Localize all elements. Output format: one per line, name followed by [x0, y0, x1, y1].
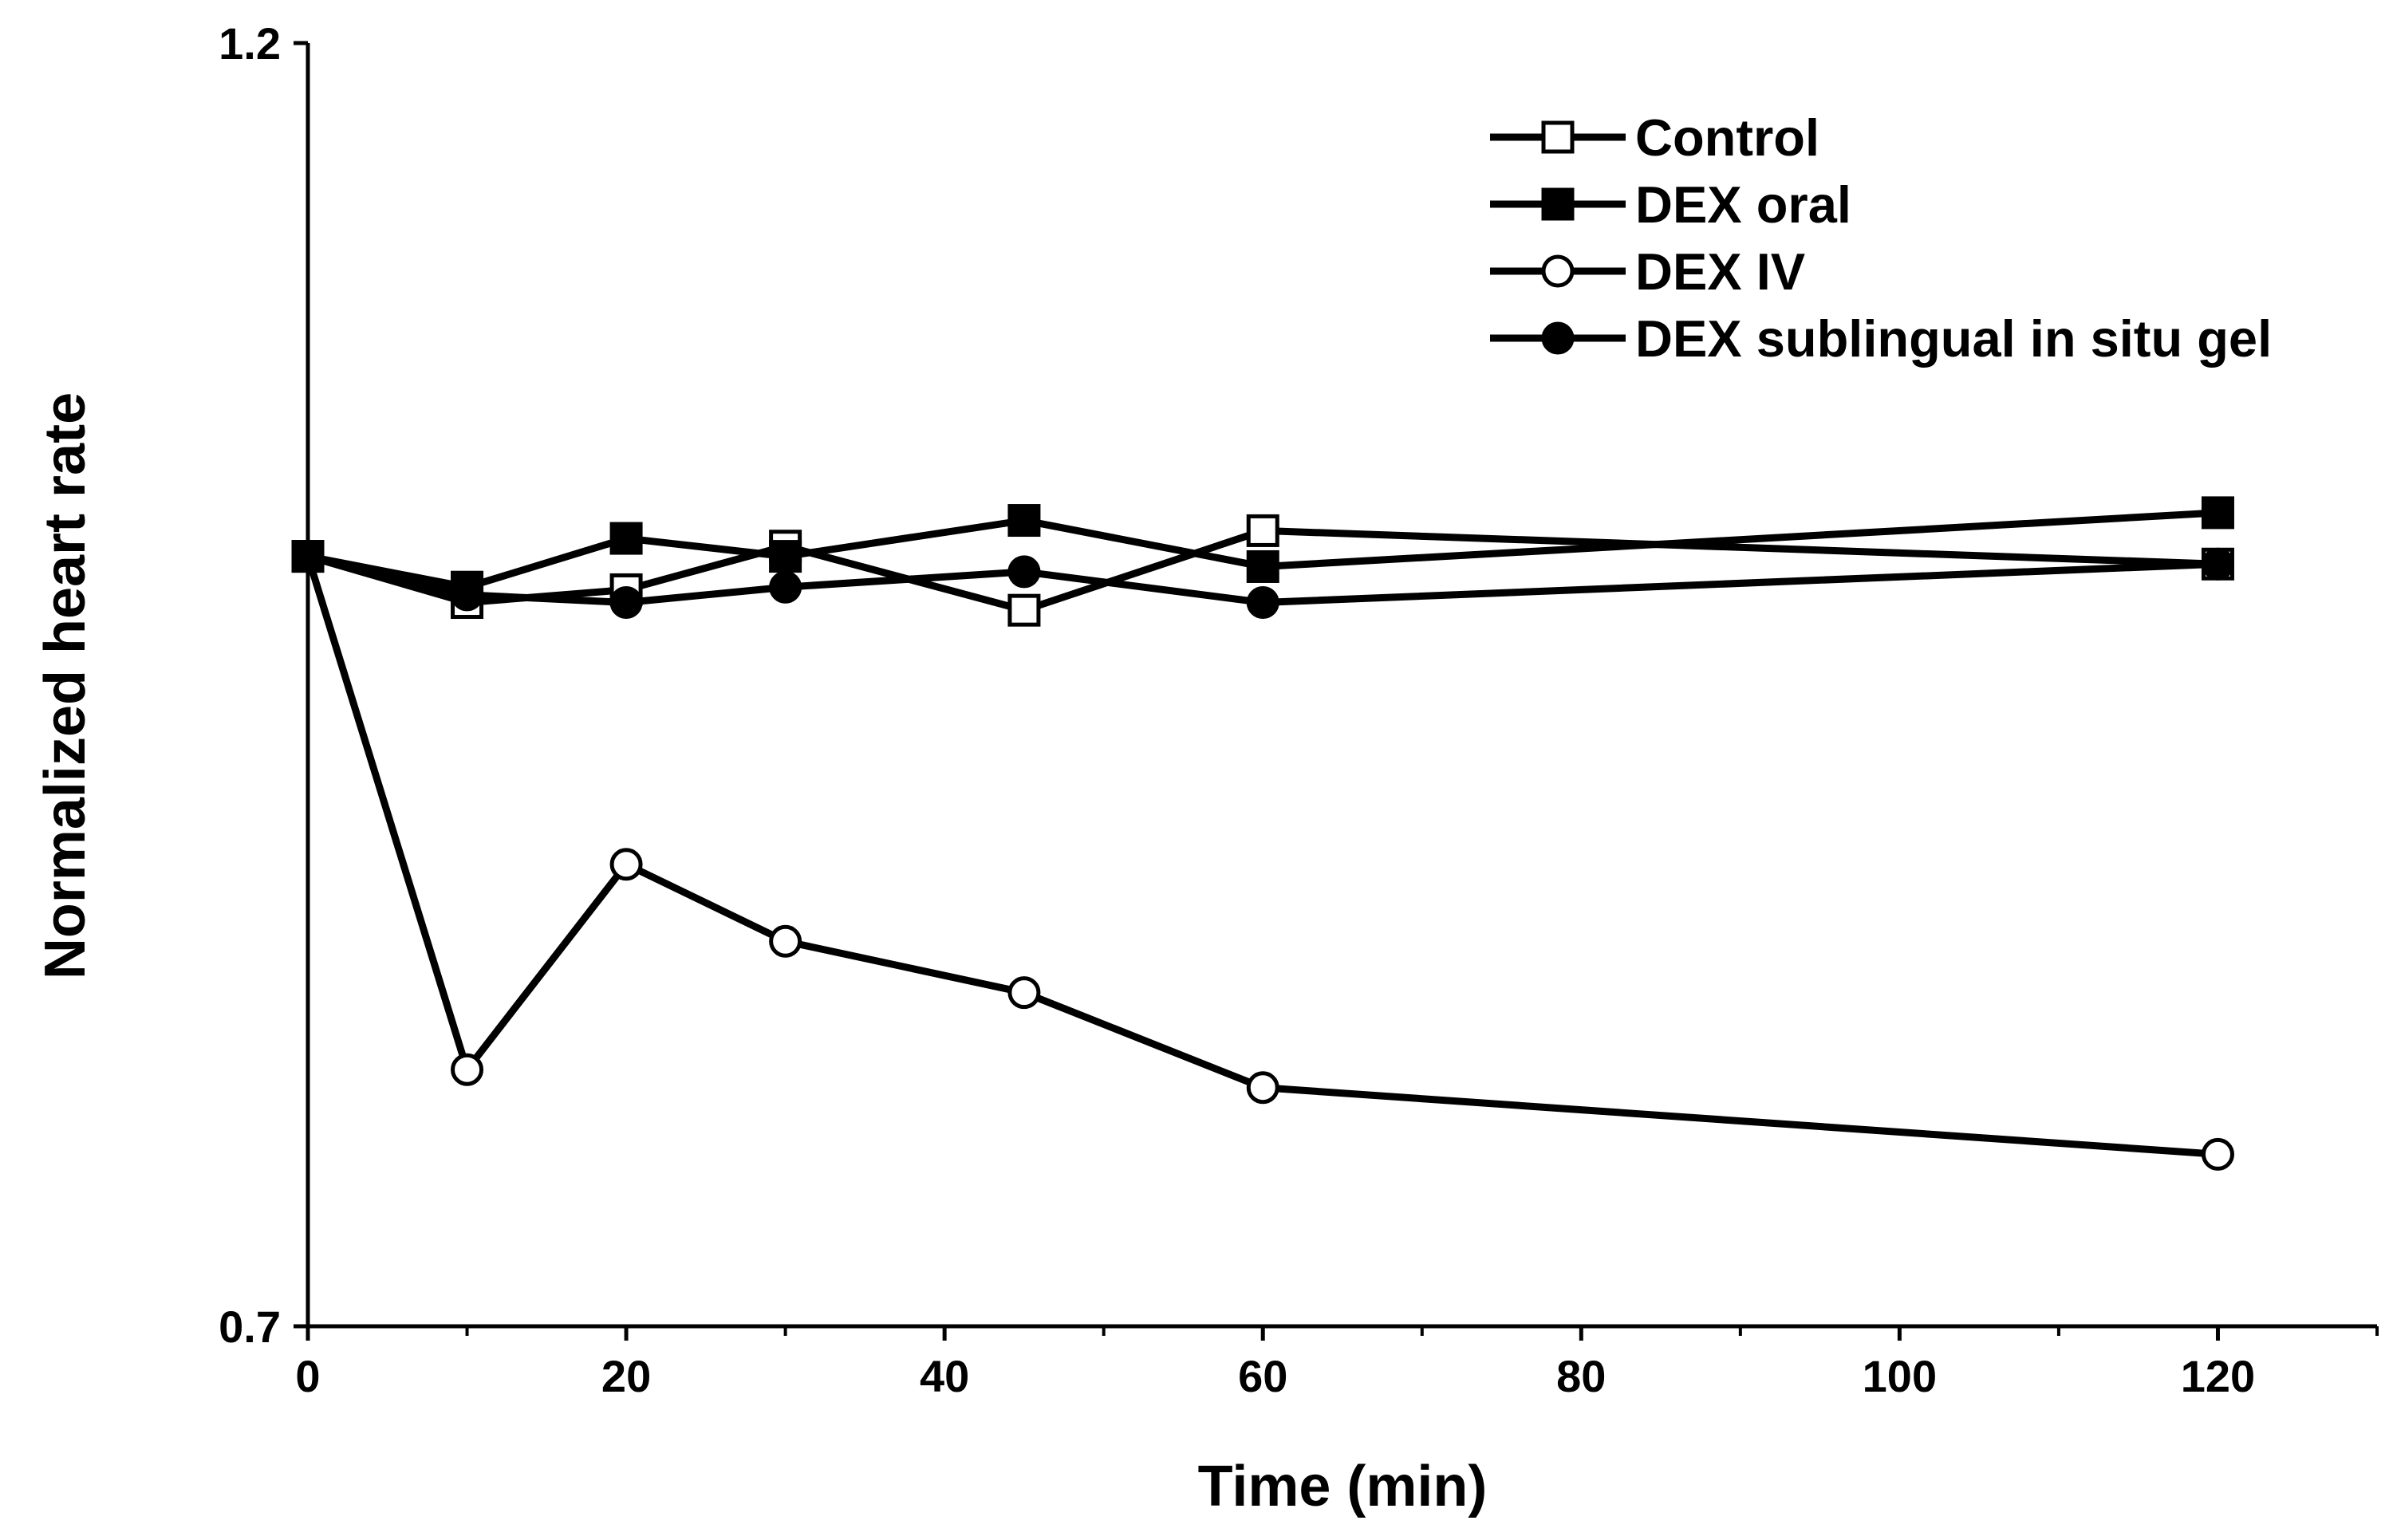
- data-point: [1246, 514, 1279, 547]
- data-point: [609, 848, 643, 881]
- data-point: [769, 924, 802, 958]
- legend-label: Control: [1635, 108, 1819, 167]
- x-tick-label: 120: [2181, 1351, 2255, 1401]
- legend-item: DEX sublingual in situ gel: [1490, 309, 2272, 368]
- y-ticks: 0.7 1.2: [219, 18, 308, 1352]
- x-axis-title: Time (min): [1198, 1455, 1488, 1518]
- legend-item: DEX oral: [1490, 175, 1851, 234]
- data-point: [769, 570, 802, 604]
- legend-marker: [1541, 321, 1575, 355]
- legend-label: DEX oral: [1635, 175, 1851, 234]
- x-ticks: 0 20 40 60 80 100 120: [295, 1326, 2379, 1401]
- data-point: [609, 522, 643, 555]
- data-point: [1007, 555, 1041, 589]
- x-tick-label: 60: [1238, 1351, 1287, 1401]
- series-dex-oral: [291, 496, 2234, 604]
- data-point: [2201, 1137, 2234, 1171]
- y-tick-label: 1.2: [219, 18, 281, 69]
- x-tick-label: 0: [295, 1351, 320, 1401]
- data-point: [1246, 586, 1279, 620]
- data-point: [291, 540, 325, 573]
- x-tick-label: 40: [920, 1351, 969, 1401]
- data-point: [2201, 547, 2234, 581]
- data-point: [1246, 549, 1279, 583]
- y-axis-title: Normalized heart rate: [34, 392, 97, 979]
- data-point: [609, 586, 643, 620]
- data-point: [451, 1053, 484, 1086]
- data-point: [2201, 496, 2234, 530]
- legend-marker: [1541, 120, 1575, 154]
- data-point: [1007, 593, 1041, 627]
- series-dex-sublingual-in-situ-gel: [291, 540, 2234, 620]
- legend-item: Control: [1490, 108, 1819, 167]
- series-line: [304, 555, 2218, 1158]
- series-dex-iv: [291, 540, 2234, 1171]
- x-tick-label: 100: [1863, 1351, 1937, 1401]
- x-tick-label: 80: [1556, 1351, 1606, 1401]
- x-tick-label: 20: [601, 1351, 651, 1401]
- series-layer: [291, 496, 2234, 1171]
- legend-label: DEX IV: [1635, 242, 1805, 301]
- y-tick-label: 0.7: [219, 1302, 281, 1352]
- data-point: [1007, 504, 1041, 538]
- data-point: [451, 578, 484, 612]
- legend-marker: [1541, 187, 1575, 221]
- data-point: [769, 540, 802, 573]
- legend-label: DEX sublingual in situ gel: [1635, 309, 2272, 368]
- legend: Control DEX oral DEX IV DEX sublingual in s…: [1490, 108, 2272, 368]
- legend-marker: [1541, 254, 1575, 288]
- legend-item: DEX IV: [1490, 242, 1805, 301]
- data-point: [1246, 1071, 1279, 1105]
- data-point: [1007, 976, 1041, 1010]
